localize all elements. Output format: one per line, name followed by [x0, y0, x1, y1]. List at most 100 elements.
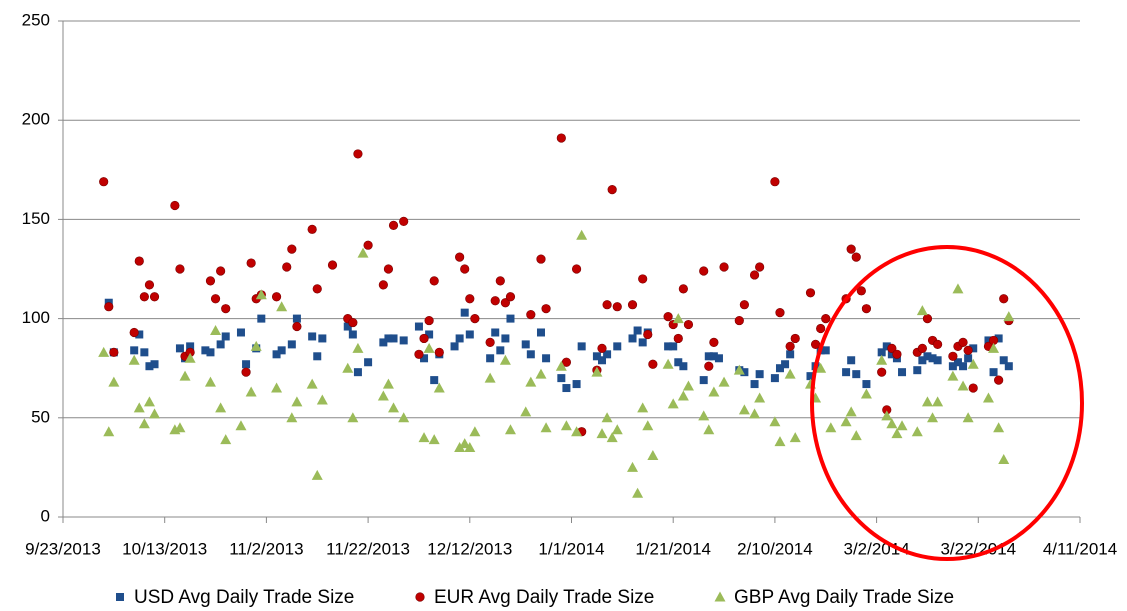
- y-tick-label: 50: [31, 407, 50, 426]
- marker-circle: [378, 280, 388, 290]
- marker-triangle: [149, 408, 161, 419]
- legend-item: GBP Avg Daily Trade Size: [714, 587, 954, 608]
- marker-square: [287, 340, 296, 349]
- marker-square: [460, 308, 469, 317]
- marker-triangle: [896, 420, 908, 431]
- marker-square: [557, 374, 566, 383]
- marker-square: [877, 348, 886, 357]
- marker-circle: [139, 292, 149, 302]
- marker-circle: [968, 383, 978, 393]
- marker-circle: [571, 264, 582, 274]
- marker-square: [536, 328, 545, 337]
- marker-square: [994, 334, 1003, 343]
- marker-triangle: [525, 376, 537, 387]
- marker-triangle: [891, 428, 903, 439]
- marker-square: [898, 368, 907, 377]
- marker-triangle: [927, 412, 939, 423]
- marker-square: [257, 314, 266, 323]
- marker-triangle: [464, 442, 476, 453]
- marker-square: [862, 380, 871, 389]
- marker-triangle: [143, 396, 155, 407]
- marker-triangle: [138, 418, 150, 429]
- marker-triangle: [352, 342, 364, 353]
- marker-triangle: [347, 412, 359, 423]
- marker-square: [679, 362, 688, 371]
- marker-triangle: [698, 410, 710, 421]
- marker-triangle: [982, 392, 994, 403]
- marker-square: [1004, 362, 1013, 371]
- marker-circle: [460, 264, 470, 274]
- marker-triangle: [133, 402, 145, 413]
- legend-item: EUR Avg Daily Trade Size: [415, 587, 654, 608]
- marker-triangle: [921, 396, 933, 407]
- marker-square: [384, 334, 393, 343]
- highlight-ellipse: [810, 245, 1084, 561]
- marker-square: [242, 360, 251, 369]
- marker-triangle: [504, 424, 516, 435]
- marker-square: [964, 354, 973, 363]
- marker-triangle: [850, 430, 862, 441]
- marker-triangle: [845, 406, 857, 417]
- x-tick-label: 1/21/2014: [635, 539, 711, 558]
- marker-circle: [312, 284, 322, 294]
- marker-square: [750, 380, 759, 389]
- x-tick-label: 10/13/2013: [122, 539, 207, 558]
- marker-circle: [892, 349, 902, 359]
- marker-triangle: [276, 301, 288, 312]
- marker-triangle: [184, 352, 196, 363]
- marker-triangle: [667, 398, 679, 409]
- marker-square: [521, 340, 530, 349]
- marker-triangle: [311, 469, 323, 480]
- marker-circle: [175, 264, 185, 274]
- marker-square: [318, 334, 327, 343]
- marker-triangle: [998, 453, 1010, 464]
- marker-circle: [241, 367, 251, 377]
- marker-circle: [383, 264, 394, 274]
- marker-triangle: [245, 386, 257, 397]
- marker-circle: [602, 300, 612, 310]
- marker-square: [175, 344, 184, 353]
- marker-triangle: [469, 426, 481, 437]
- marker-square: [353, 368, 362, 377]
- marker-square: [852, 370, 861, 379]
- marker-triangle: [342, 362, 354, 373]
- marker-triangle: [291, 396, 303, 407]
- marker-square: [389, 334, 398, 343]
- marker-circle: [785, 341, 795, 351]
- marker-square: [542, 354, 551, 363]
- marker-circle: [129, 327, 139, 338]
- marker-square: [598, 356, 607, 365]
- marker-circle: [607, 185, 617, 195]
- marker-circle: [144, 280, 155, 290]
- marker-square: [633, 326, 642, 335]
- marker-triangle: [484, 372, 496, 383]
- marker-square: [313, 352, 322, 361]
- marker-circle: [958, 337, 968, 348]
- marker-square: [887, 350, 896, 359]
- marker-square: [236, 328, 245, 337]
- marker-triangle: [627, 461, 639, 472]
- marker-circle: [648, 359, 658, 369]
- marker-triangle: [840, 416, 852, 427]
- marker-triangle: [540, 422, 552, 433]
- marker-circle: [861, 304, 872, 314]
- marker-circle: [424, 315, 434, 326]
- marker-triangle: [576, 229, 588, 240]
- marker-circle: [414, 349, 424, 359]
- marker-circle: [210, 294, 221, 304]
- marker-square: [496, 346, 505, 355]
- marker-triangle: [718, 376, 730, 387]
- marker-square: [145, 362, 154, 371]
- marker-circle: [663, 312, 673, 322]
- marker-circle: [704, 361, 714, 371]
- marker-triangle: [967, 358, 979, 369]
- marker-square: [664, 342, 673, 351]
- marker-circle: [271, 292, 282, 302]
- marker-square: [430, 376, 439, 385]
- marker-square: [348, 330, 357, 339]
- marker-square: [592, 352, 601, 361]
- marker-circle: [739, 300, 749, 310]
- marker-square: [959, 362, 968, 371]
- marker-square: [882, 342, 891, 351]
- x-tick-label: 11/22/2013: [326, 539, 410, 558]
